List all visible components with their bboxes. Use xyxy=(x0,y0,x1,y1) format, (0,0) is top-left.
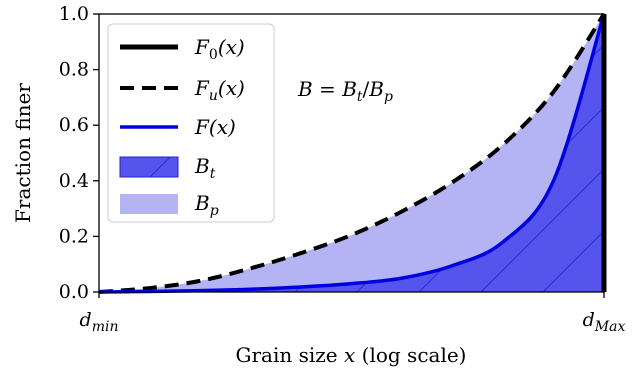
legend-box xyxy=(107,23,275,223)
annotation-b-ratio: B = Bt/Bp xyxy=(297,77,393,105)
y-tick-label: 0.6 xyxy=(59,114,89,136)
series-line-f xyxy=(98,13,606,294)
hatch-line xyxy=(480,14,604,292)
legend-swatch-b-p xyxy=(120,194,178,214)
axes-frame xyxy=(98,13,605,293)
x-axis: dmin dMax xyxy=(80,292,626,335)
area-b-p xyxy=(99,14,604,292)
y-tick-label: 0.2 xyxy=(59,225,89,247)
y-tick-label: 0.0 xyxy=(59,281,89,303)
hatch-line xyxy=(605,12,634,292)
y-tick-label: 1.0 xyxy=(59,3,89,25)
y-axis-label: Fraction finer xyxy=(11,83,35,223)
legend-label-f-u: Fu(x) xyxy=(194,76,245,104)
x-axis-label: Grain size x (log scale) xyxy=(236,343,467,367)
x-tick-label-max: dMax xyxy=(583,309,626,335)
legend-swatch-b-t xyxy=(119,156,179,178)
series-line-f-u xyxy=(98,12,606,294)
plot-area xyxy=(98,12,634,294)
legend-label-f-0: F0(x) xyxy=(194,35,245,63)
x-tick-label-min: dmin xyxy=(80,309,119,335)
y-tick-label: 0.4 xyxy=(59,170,89,192)
legend-label-f: F(x) xyxy=(194,115,236,139)
legend: F0(x) Fu(x) F(x) Bt Bp xyxy=(107,23,275,223)
legend-label-b-p: Bp xyxy=(194,191,219,219)
legend-swatch-b-t-hatch xyxy=(149,156,171,178)
area-b-t xyxy=(99,14,604,292)
hatch-line xyxy=(542,14,604,292)
legend-label-b-t: Bt xyxy=(194,154,216,182)
y-axis: 0.0 0.2 0.4 0.6 0.8 1.0 xyxy=(59,3,99,303)
y-tick-label: 0.8 xyxy=(59,59,89,81)
